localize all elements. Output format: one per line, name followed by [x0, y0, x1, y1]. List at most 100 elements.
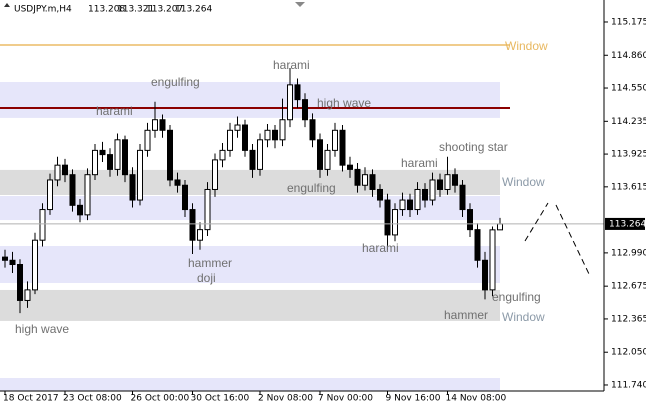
candle-body — [429, 179, 436, 201]
y-tick-label: 113.615 — [611, 182, 646, 192]
pattern-annotation: harami — [362, 241, 399, 255]
candle-body — [204, 188, 211, 231]
candle-body — [234, 124, 241, 131]
header-high: 113.321 — [117, 5, 154, 15]
candle-body — [369, 174, 376, 190]
x-tick-label: 9 Nov 16:00 — [386, 394, 441, 404]
pattern-annotation: Window — [502, 310, 545, 324]
pattern-annotation: doji — [197, 271, 216, 285]
candle-body — [324, 149, 331, 170]
candle-body — [137, 149, 143, 201]
candle-body — [482, 259, 488, 291]
pattern-annotation: high wave — [15, 322, 69, 336]
current-price-label: 113.264 — [609, 219, 646, 229]
x-tick-label: 2 Nov 08:00 — [258, 394, 313, 404]
candle-body — [182, 184, 188, 211]
candle-body — [474, 229, 481, 261]
candle-body — [302, 99, 308, 121]
candle-body — [497, 223, 503, 231]
candle-body — [377, 188, 383, 201]
candle-body — [92, 149, 98, 176]
pattern-annotation: harami — [96, 104, 133, 118]
y-tick-label: 113.925 — [611, 150, 646, 160]
candle-body — [339, 129, 346, 166]
candle-body — [159, 119, 166, 131]
y-tick-label: 112.365 — [611, 314, 646, 324]
x-tick-label: 7 Nov 00:00 — [318, 394, 373, 404]
candle-body — [287, 84, 293, 121]
candle-body — [122, 139, 128, 176]
candle-body — [467, 209, 473, 231]
y-tick-label: 114.235 — [611, 117, 646, 127]
candle-body — [452, 174, 458, 186]
pattern-annotation: shooting star — [439, 140, 508, 154]
candle-body — [99, 149, 106, 156]
candle-body — [249, 149, 256, 170]
zone — [0, 82, 500, 118]
candle-body — [279, 119, 286, 141]
candle-body — [444, 174, 451, 190]
candle-body — [317, 139, 323, 170]
candle-body — [84, 174, 91, 216]
y-tick-label: 114.550 — [611, 84, 646, 94]
shift-marker — [295, 2, 305, 7]
candle-body — [62, 164, 68, 176]
candle-body — [2, 256, 8, 261]
y-tick-label: 114.860 — [611, 51, 646, 61]
pattern-annotation: engulfing — [287, 181, 336, 195]
y-tick-label: 115.175 — [611, 17, 646, 27]
candle-body — [39, 209, 46, 241]
candle-body — [257, 139, 263, 170]
candle-body — [189, 209, 196, 241]
candle-body — [242, 124, 248, 151]
x-tick-label: 18 Oct 2017 — [3, 394, 59, 404]
candle-body — [294, 84, 301, 101]
pattern-annotation: harami — [273, 58, 310, 72]
y-tick-label: 112.675 — [611, 282, 646, 292]
zone — [0, 196, 500, 221]
candle-body — [219, 149, 226, 161]
candle-body — [422, 188, 428, 201]
candle-body — [152, 119, 158, 131]
candle-body — [24, 289, 31, 301]
candle-body — [212, 159, 218, 190]
candle-body — [407, 199, 413, 211]
pattern-annotation: engulfing — [492, 290, 541, 304]
candle-body — [17, 264, 23, 301]
x-tick-label: 26 Oct 00:00 — [131, 394, 190, 404]
x-tick-label: 23 Oct 08:00 — [63, 394, 122, 404]
candle-body — [167, 129, 173, 181]
header-close: 113.264 — [175, 5, 212, 15]
candle-body — [437, 179, 443, 190]
pattern-annotation: Window — [505, 39, 548, 53]
symbol: USDJPY.m,H4 — [14, 5, 72, 15]
candle-body — [264, 129, 271, 141]
candle-body — [47, 179, 53, 211]
zone — [0, 246, 500, 283]
y-tick-label: 111.740 — [611, 380, 646, 390]
candle-body — [77, 204, 83, 216]
candle-body — [107, 154, 113, 170]
header-open: 113.208 — [88, 5, 125, 15]
zone — [0, 289, 500, 321]
candle-body — [9, 259, 16, 266]
pattern-annotation: hammer — [188, 256, 232, 270]
candle-body — [309, 119, 316, 141]
pattern-annotation: engulfing — [151, 75, 200, 89]
current-price-box — [605, 217, 645, 230]
candle-body — [399, 199, 406, 211]
candle-body — [384, 199, 391, 236]
candle-body — [362, 174, 368, 186]
pattern-annotation: hammer — [444, 308, 488, 322]
y-tick-label: 112.990 — [611, 248, 646, 258]
candle-body — [197, 229, 203, 241]
candle-body — [414, 188, 421, 211]
candle-body — [32, 239, 38, 291]
candle-body — [227, 129, 233, 151]
candle-body — [347, 164, 353, 170]
zone — [0, 378, 500, 391]
candle-body — [129, 174, 136, 201]
candle-body — [459, 184, 466, 211]
symbol-icon — [4, 3, 10, 7]
